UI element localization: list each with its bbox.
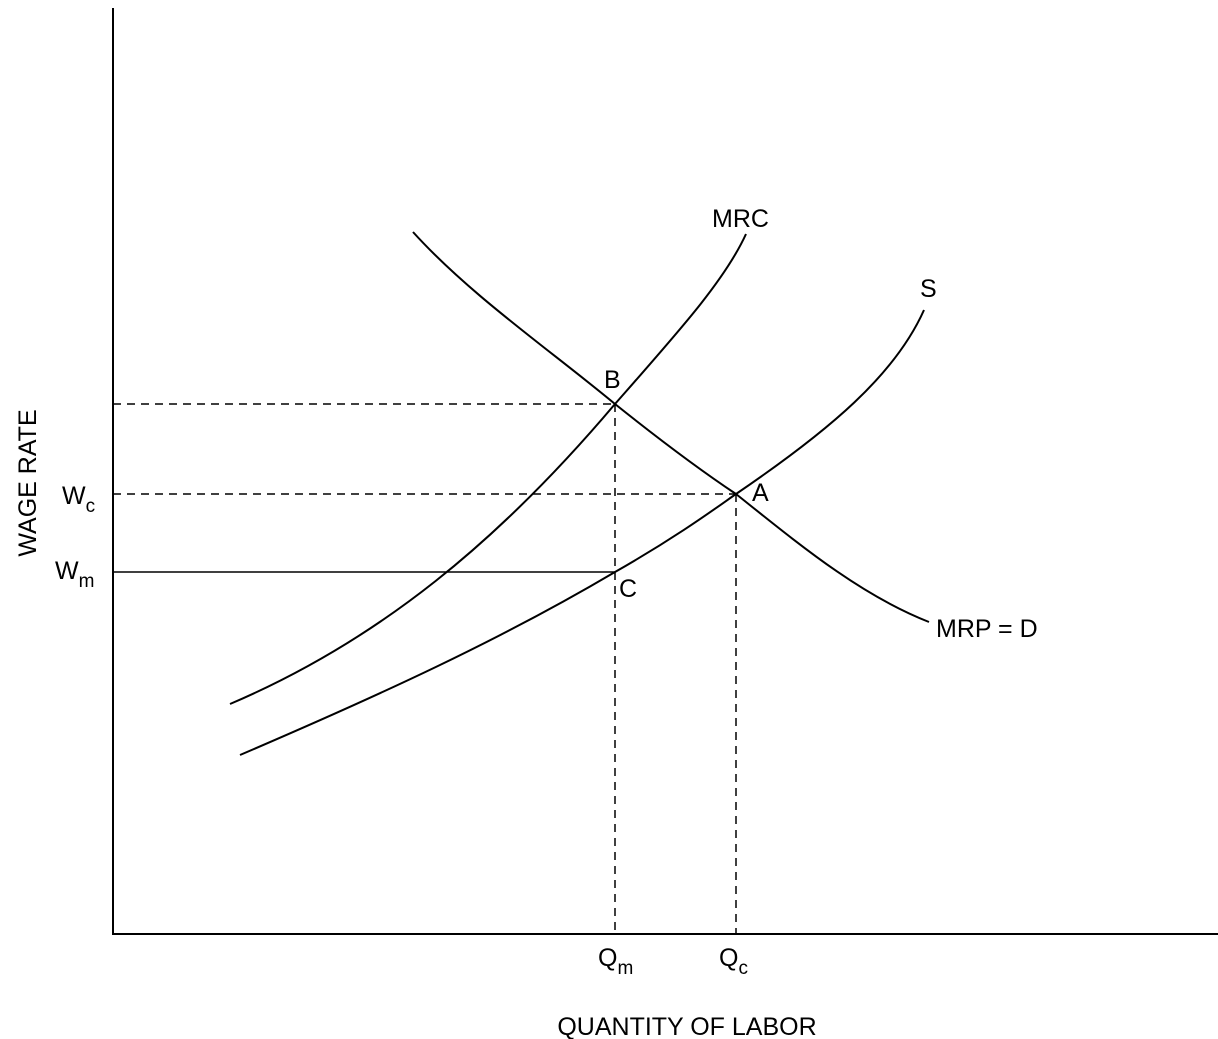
x-axis-title: QUANTITY OF LABOR [557,1013,816,1039]
series-s-label: S [920,275,937,303]
series-mrp-line [413,232,929,622]
y-axis-title: WAGE RATE [14,409,42,556]
y-tick-wm: Wm [55,557,94,592]
y-tick-wc: Wc [62,482,95,517]
x-tick-qm: Qm [598,944,633,979]
point-label-b: B [604,366,621,394]
x-tick-qc: Qc [719,944,748,979]
point-label-a: A [752,479,769,507]
series-mrc-line [230,234,746,704]
series-mrc-label: MRC [712,205,769,233]
point-label-c: C [619,575,637,603]
series-mrp-label: MRP = D [936,615,1038,643]
